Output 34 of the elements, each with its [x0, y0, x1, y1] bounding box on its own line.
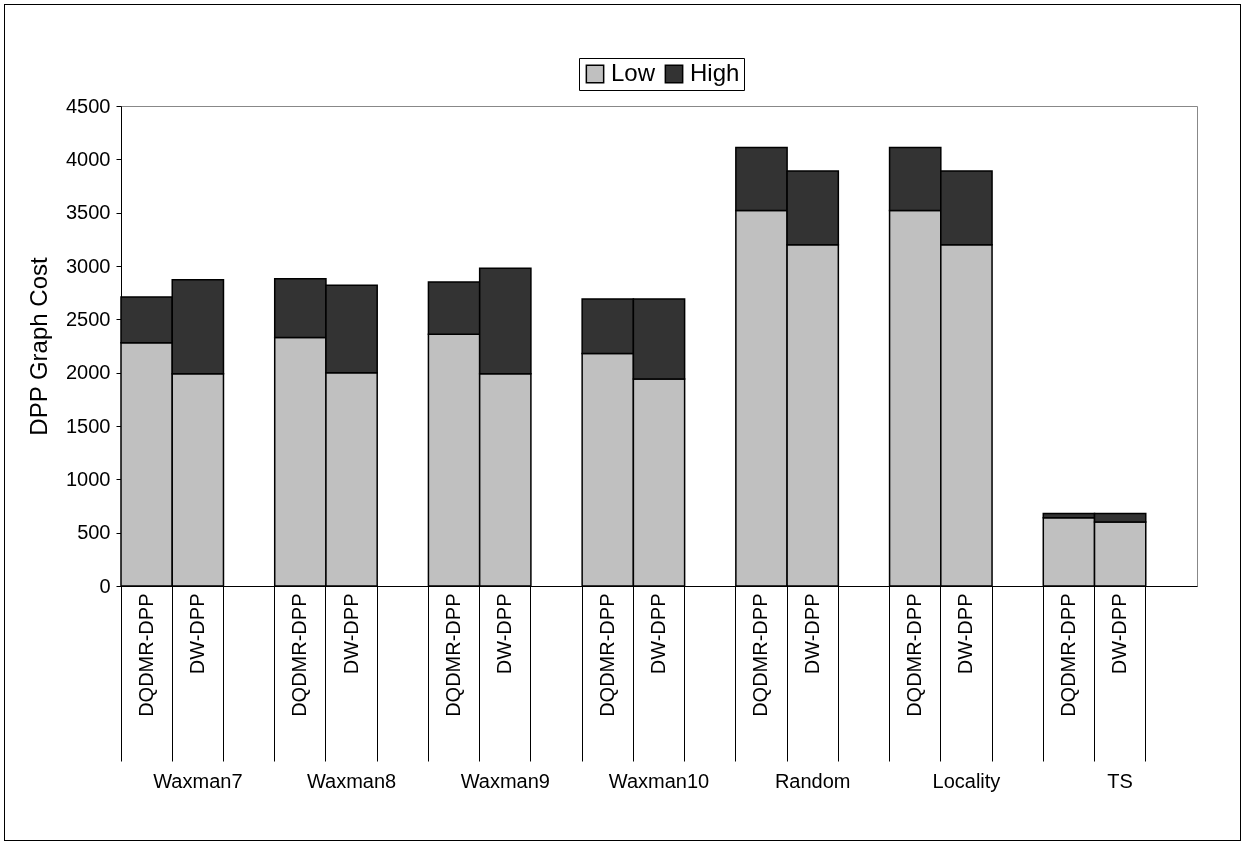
y-tick-label: 0 — [99, 574, 111, 597]
text: Waxman7 — [153, 770, 243, 792]
y-tick-label: 500 — [77, 521, 111, 544]
x-tick-label: DQDMR-DPP — [442, 593, 465, 717]
x-tick-label: DQDMR-DPP — [595, 593, 618, 717]
text: Locality — [932, 770, 1001, 792]
x-tick-label: DQDMR-DPP — [1056, 593, 1079, 717]
x-tick-label: DW-DPP — [1108, 593, 1131, 675]
x-tick-label: DQDMR-DPP — [288, 593, 311, 717]
text: Waxman10 — [608, 770, 710, 792]
y-tick-label: 4000 — [66, 147, 111, 170]
y-tick-label: 4500 — [66, 94, 111, 117]
x-tick-label: DQDMR-DPP — [903, 593, 926, 717]
text: Waxman8 — [306, 770, 397, 792]
text: TS — [1107, 770, 1133, 792]
x-tick-label: DW-DPP — [954, 593, 977, 675]
y-tick-label: 3500 — [66, 201, 111, 224]
text: Random — [774, 770, 851, 792]
legend-label: High — [690, 59, 740, 86]
y-tick-label: 3000 — [66, 254, 111, 277]
legend-label: Low — [611, 59, 656, 86]
x-tick-label: DQDMR-DPP — [134, 593, 157, 717]
x-tick-label: DW-DPP — [339, 593, 362, 675]
y-tick-label: 1000 — [66, 467, 111, 490]
x-tick-label: DW-DPP — [800, 593, 823, 675]
text: Waxman9 — [460, 770, 550, 792]
x-tick-label: DW-DPP — [185, 593, 208, 675]
x-tick-label: DW-DPP — [493, 593, 516, 675]
x-tick-label: DW-DPP — [647, 593, 669, 675]
y-tick-label: 1500 — [66, 414, 111, 437]
y-tick-label: 2500 — [66, 307, 111, 330]
y-axis-title: DPP Graph Cost — [25, 257, 53, 436]
y-tick-label: 2000 — [66, 361, 111, 384]
x-tick-label: DQDMR-DPP — [749, 593, 772, 717]
